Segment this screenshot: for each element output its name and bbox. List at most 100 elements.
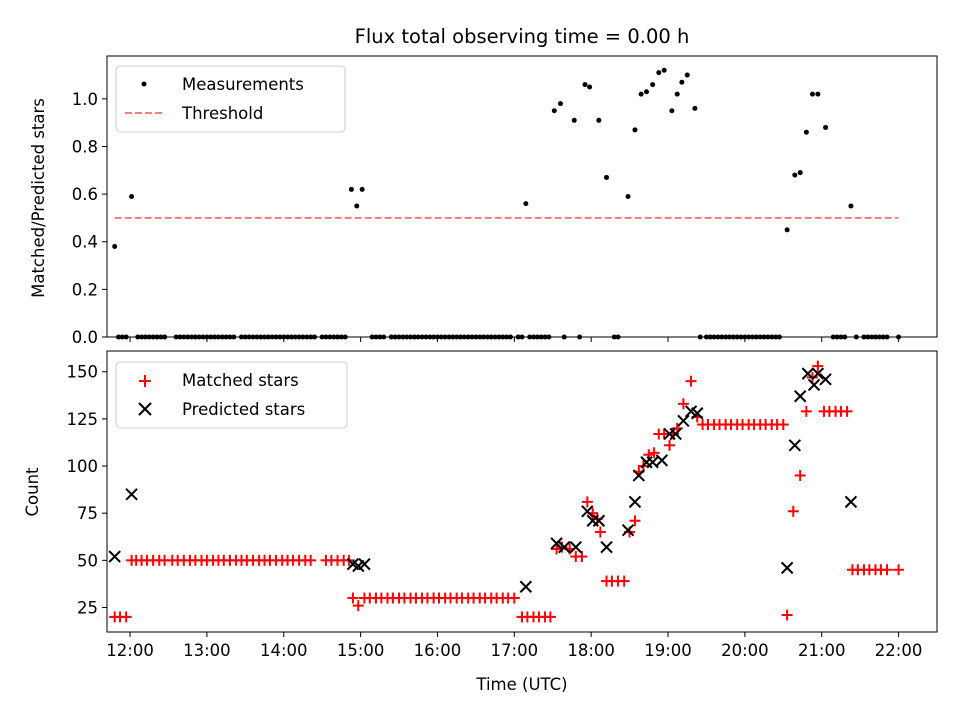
bottom-matched-stars-point: [787, 505, 799, 517]
top-measurements-point: [359, 186, 365, 192]
bottom-matched-stars-point: [648, 447, 660, 459]
legend-label-measurements: Measurements: [182, 75, 304, 94]
top-measurements-point: [523, 201, 529, 207]
legend-label-matched-stars: Matched stars: [182, 371, 299, 390]
bottom-x-tick-label: 12:00: [106, 641, 154, 660]
bottom-matched-stars-point: [893, 564, 905, 576]
top-measurements-point: [632, 127, 638, 133]
top-measurements-point: [638, 91, 644, 97]
legend-label-threshold: Threshold: [181, 104, 263, 123]
bottom-matched-stars-point: [581, 496, 593, 508]
bottom-matched-stars-point: [800, 405, 812, 417]
bottom-predicted-stars-point: [844, 495, 858, 509]
top-y-tick-label: 0.2: [72, 280, 98, 299]
bottom-matched-stars-point: [594, 526, 606, 538]
bottom-matched-stars-point: [305, 554, 317, 566]
top-measurements-point: [823, 124, 829, 130]
top-measurements-point: [650, 82, 656, 88]
bottom-matched-stars-point: [551, 543, 563, 555]
top-measurements-point: [669, 108, 675, 114]
top-chart-title: Flux total observing time = 0.00 h: [355, 25, 690, 48]
bottom-matched-stars-point: [352, 600, 364, 612]
top-measurements-point: [587, 84, 593, 90]
bottom-legend-box: [115, 361, 348, 429]
bottom-matched-stars-point: [576, 551, 588, 563]
bottom-y-axis-label: Count: [23, 467, 42, 517]
bottom-predicted-stars-point: [592, 514, 606, 527]
bottom-matched-stars-point: [841, 405, 853, 417]
top-y-tick-label: 0.6: [72, 185, 98, 204]
bottom-predicted-stars-point: [621, 523, 635, 537]
bottom-predicted-stars-point: [793, 390, 807, 403]
bottom-matched-stars-point: [777, 419, 789, 431]
top-measurements-point: [684, 72, 690, 78]
bottom-predicted-stars-point: [628, 495, 642, 509]
top-measurements-point: [644, 89, 649, 95]
top-chart-axes: 0.0 0.2 0.4 0.6 0.8 1.0: [72, 55, 938, 347]
top-y-tick-label: 1.0: [72, 90, 98, 109]
top-y-tick-label: 0.8: [72, 137, 98, 156]
bottom-matched-stars-point: [794, 469, 806, 481]
bottom-x-axis-label: Time (UTC): [475, 675, 567, 694]
top-measurements-point: [625, 194, 631, 199]
top-measurements-point: [551, 108, 557, 114]
top-measurements-point: [815, 91, 821, 97]
top-measurements-point: [129, 194, 135, 199]
bottom-predicted-stars-point: [788, 439, 802, 452]
bottom-predicted-stars-point: [108, 550, 121, 563]
bottom-matched-stars-point: [347, 592, 359, 604]
legend-marker-measurements: [141, 81, 147, 87]
bottom-matched-stars-point: [664, 439, 676, 451]
top-y-axis-label: Matched/Predicted stars: [29, 98, 48, 298]
bottom-x-tick-label: 13:00: [183, 641, 231, 660]
bottom-y-tick-label: 75: [77, 504, 98, 523]
bottom-matched-stars-point: [508, 592, 520, 604]
top-legend: Measurements Threshold: [115, 65, 346, 133]
top-measurements-point: [582, 82, 588, 88]
bottom-predicted-stars-point: [819, 373, 832, 386]
bottom-predicted-stars-point: [655, 454, 669, 467]
top-measurements-point: [571, 117, 577, 123]
legend-marker-predicted-stars: [138, 402, 152, 416]
top-measurements-point: [792, 172, 798, 178]
bottom-y-tick-label: 50: [77, 551, 98, 570]
top-measurements-point: [784, 227, 790, 233]
bottom-predicted-stars-point: [558, 540, 571, 554]
top-measurements-point: [674, 91, 680, 97]
bottom-matched-stars-point: [629, 515, 641, 527]
top-measurements-point: [604, 174, 610, 180]
top-measurements-point: [679, 79, 685, 85]
bottom-predicted-stars-point: [691, 407, 704, 420]
bottom-y-tick-label: 100: [67, 457, 99, 476]
bottom-y-tick-label: 25: [77, 598, 98, 617]
bottom-chart-axes: 12:00 13:00 14:00 15:00 16:00 17:00 18:00 19:00…: [67, 350, 938, 660]
bottom-x-tick-label: 22:00: [875, 641, 923, 660]
top-y-tick-label: 0.0: [72, 328, 98, 347]
bottom-predicted-stars-point: [358, 557, 371, 571]
bottom-predicted-stars-point: [669, 427, 682, 441]
top-measurements-point: [557, 101, 563, 107]
top-measurements-point: [112, 244, 118, 250]
bottom-matched-stars-point: [685, 375, 697, 387]
top-measurements-point: [810, 91, 815, 97]
legend-label-predicted-stars: Predicted stars: [182, 400, 305, 419]
bottom-x-tick-label: 17:00: [491, 641, 539, 660]
bottom-plot-frame: [106, 350, 938, 633]
bottom-matched-stars-point: [544, 611, 556, 623]
bottom-matched-stars-point: [677, 398, 689, 410]
bottom-chart-marks: [108, 360, 905, 623]
bottom-predicted-stars-point: [600, 540, 613, 554]
bottom-matched-stars-point: [120, 611, 132, 623]
bottom-predicted-stars-point: [569, 540, 583, 554]
bottom-predicted-stars-point: [550, 537, 563, 550]
bottom-legend: Matched stars Predicted stars: [115, 361, 348, 429]
bottom-matched-stars-point: [618, 575, 630, 587]
bottom-predicted-stars-point: [811, 367, 825, 380]
top-legend-box: [115, 65, 346, 133]
top-measurements-point: [661, 67, 667, 73]
bottom-predicted-stars-point: [780, 561, 794, 575]
bottom-matched-stars-point: [881, 564, 893, 576]
top-y-tick-label: 0.4: [72, 233, 98, 252]
top-measurements-point: [354, 203, 360, 209]
